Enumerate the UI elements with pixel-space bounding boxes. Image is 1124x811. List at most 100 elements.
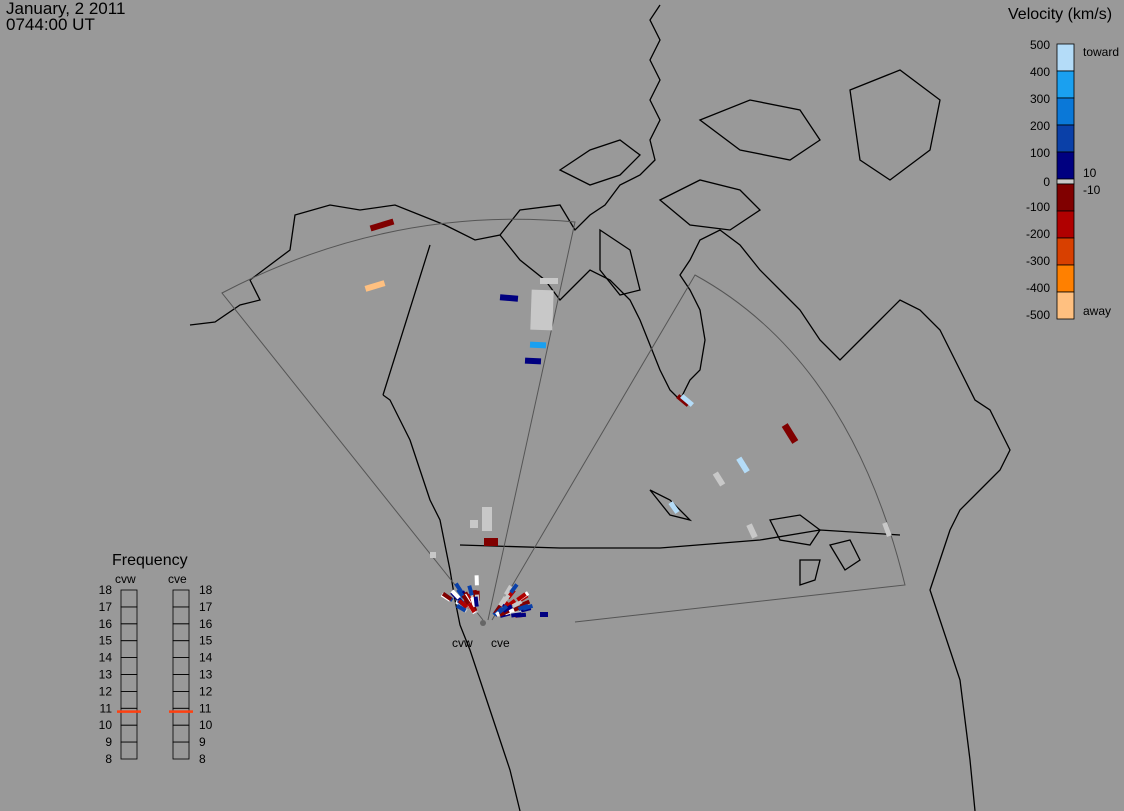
coastline-arctic-islands	[558, 69, 941, 296]
cvw-frequency-tick: 18	[99, 583, 113, 597]
cvw-frequency-tick: 9	[105, 735, 112, 749]
cvw-frequency-tick: 10	[99, 718, 113, 732]
velocity-bin	[1056, 291, 1075, 320]
frequency-cell	[120, 724, 138, 743]
frequency-panel: Frequency cvw cve 18 18 17 17 16 16 15 15 14 14 13…	[99, 552, 213, 766]
cve-frequency-tick: 13	[199, 668, 213, 682]
frequency-cell	[120, 606, 138, 625]
cve-frequency-label: cve	[168, 572, 187, 586]
echo-cell	[509, 583, 519, 594]
cvw-frequency-tick: 17	[99, 600, 113, 614]
echo-cell	[473, 596, 479, 607]
echo-cell	[474, 575, 479, 586]
velocity-bin	[1056, 70, 1075, 99]
echo-cell	[461, 594, 471, 605]
cvw-frequency-tick: 13	[99, 668, 113, 682]
echo-cell	[746, 523, 758, 539]
velocity-legend: Velocity (km/s) 500 400 300 200 100 0 -100 -200…	[1008, 6, 1119, 322]
echo-cell	[497, 604, 509, 615]
echo-cell	[502, 604, 513, 613]
echo-cell	[676, 394, 690, 407]
velocity-tick: 500	[1030, 38, 1050, 52]
echo-cell	[540, 612, 548, 617]
echo-cell	[454, 582, 464, 594]
cvw-field-of-view	[221, 218, 576, 621]
cvw-site-label: cvw	[452, 636, 473, 650]
velocity-tick: 100	[1030, 146, 1050, 160]
frequency-cell	[120, 623, 138, 642]
velocity-bin	[1056, 124, 1075, 153]
echo-cell	[482, 507, 492, 531]
inner-positive-label: 10	[1083, 166, 1097, 180]
velocity-bin	[1056, 43, 1075, 72]
coastlines	[189, 4, 1011, 811]
echo-cell	[450, 589, 461, 600]
velocity-bin	[1056, 178, 1075, 185]
cvw-frequency-tick: 11	[100, 701, 113, 715]
velocity-bin	[1056, 210, 1075, 239]
cvw-frequency-tick: 15	[99, 634, 113, 648]
echo-cell	[524, 357, 542, 365]
velocity-tick: 200	[1030, 119, 1050, 133]
cvw-frequency-tick: 12	[99, 684, 113, 698]
frequency-cell	[120, 657, 138, 675]
cve-site-label: cve	[491, 636, 510, 650]
cve-frequency-tick: 12	[199, 684, 213, 698]
echo-cell	[516, 592, 527, 602]
velocity-tick: 400	[1030, 65, 1050, 79]
echo-cell	[467, 602, 477, 614]
frequency-cell	[120, 741, 138, 760]
frequency-cell	[120, 589, 138, 608]
inner-negative-label: -10	[1083, 183, 1101, 197]
radar-site-marker	[480, 620, 486, 626]
velocity-bin	[1056, 264, 1075, 293]
echo-cell	[499, 294, 519, 302]
echo-cells	[364, 218, 892, 618]
frequency-cell	[120, 691, 138, 709]
velocity-bin	[1056, 151, 1075, 180]
velocity-tick: -500	[1026, 308, 1050, 322]
velocity-tick: -200	[1026, 227, 1050, 241]
date-label: January, 2 2011	[6, 0, 126, 18]
echo-cell	[540, 278, 558, 284]
echo-cell	[882, 522, 892, 537]
echo-cell	[369, 218, 395, 232]
echo-cell	[511, 599, 523, 608]
cvw-frequency-label: cvw	[115, 572, 136, 586]
cve-frequency-tick: 16	[199, 617, 213, 631]
toward-label: toward	[1083, 45, 1119, 59]
coastline-west	[189, 4, 661, 811]
cve-frequency-tick: 14	[199, 651, 213, 665]
cvw-frequency-tick: 8	[105, 752, 112, 766]
frequency-cell	[172, 623, 190, 642]
cve-frequency-tick: 10	[199, 718, 213, 732]
cve-frequency-tick: 8	[199, 752, 206, 766]
us-canada-border	[459, 529, 901, 549]
fields-of-view	[221, 218, 906, 623]
echo-cell	[457, 599, 468, 609]
away-label: away	[1083, 304, 1111, 318]
frequency-title: Frequency	[112, 552, 188, 569]
echo-cell	[530, 289, 554, 331]
velocity-bin	[1056, 97, 1075, 126]
echo-cell	[680, 394, 694, 407]
coastline-hudson-bay	[499, 229, 1011, 811]
cve-field-of-view	[491, 274, 906, 623]
velocity-bin	[1056, 183, 1075, 212]
echo-cell	[517, 603, 529, 611]
echo-cell	[511, 612, 522, 618]
echo-cell	[441, 592, 453, 602]
cve-frequency-tick: 15	[199, 634, 213, 648]
alaska-canada-border	[382, 244, 431, 396]
frequency-cell	[172, 640, 190, 659]
frequency-cell	[172, 589, 190, 608]
echo-cell	[470, 520, 478, 528]
echo-cell	[484, 538, 498, 546]
velocity-tick: 300	[1030, 92, 1050, 106]
velocity-tick: -400	[1026, 281, 1050, 295]
velocity-tick: -300	[1026, 254, 1050, 268]
frequency-cell	[172, 606, 190, 625]
echo-cell	[455, 603, 467, 613]
time-label: 0744:00 UT	[6, 15, 95, 34]
